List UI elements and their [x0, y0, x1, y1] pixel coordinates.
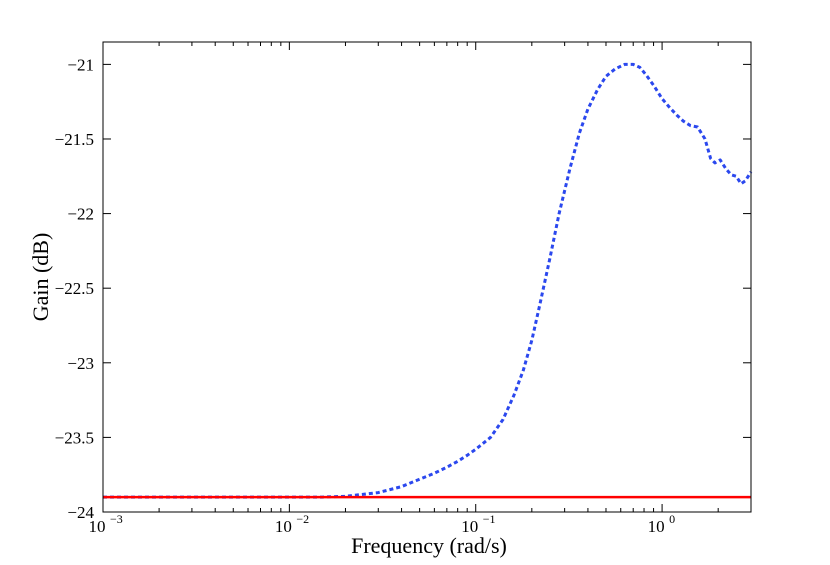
y-tick-label: −24: [67, 503, 94, 522]
y-tick-label: −21: [67, 55, 94, 74]
x-tick-exponent: 0: [669, 512, 675, 526]
x-tick-label: 10: [648, 517, 665, 536]
series-layer: [103, 62, 753, 499]
y-tick-label: −23: [67, 354, 94, 373]
x-tick-label: 10: [89, 517, 106, 536]
plot-frame: [102, 41, 752, 513]
x-tick-exponent: −1: [483, 512, 496, 526]
y-tick-label: −22.5: [55, 279, 94, 298]
x-tick-exponent: −3: [110, 512, 123, 526]
y-axis-ticks: −24 −23.5 −23 −22.5 −22 −21.5 −21: [55, 55, 751, 522]
series-line-dashed-gain: [103, 62, 753, 499]
x-tick-label: 10: [275, 517, 292, 536]
y-tick-label: −23.5: [55, 428, 94, 447]
plot-area: [103, 42, 751, 512]
x-tick-exponent: −2: [296, 512, 309, 526]
x-axis-ticks: 10 −3 10 −2 10 −1 10 0: [89, 42, 719, 536]
y-tick-label: −21.5: [55, 130, 94, 149]
x-axis-label: Frequency (rad/s): [351, 533, 507, 558]
y-axis-label: Gain (dB): [28, 233, 53, 322]
y-tick-label: −22: [67, 205, 94, 224]
x-tick-label: 10: [461, 517, 478, 536]
